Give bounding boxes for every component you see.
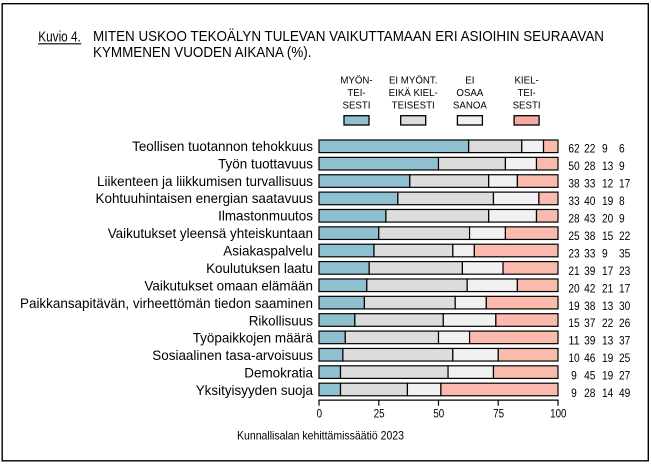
svg-text:49: 49 [619, 386, 630, 400]
svg-text:21: 21 [602, 281, 613, 295]
svg-text:46: 46 [584, 351, 595, 365]
svg-text:17: 17 [619, 281, 630, 295]
svg-text:9: 9 [619, 159, 625, 173]
svg-text:13: 13 [602, 299, 613, 313]
svg-text:MITEN USKOO TEKOÄLYN TULEVAN V: MITEN USKOO TEKOÄLYN TULEVAN VAIKUTTAMAA… [93, 28, 604, 45]
svg-text:22: 22 [619, 229, 630, 243]
svg-text:Teollisen tuotannon tehokkuus: Teollisen tuotannon tehokkuus [132, 139, 313, 154]
svg-text:19: 19 [602, 194, 613, 208]
svg-text:50: 50 [568, 159, 579, 173]
svg-text:Sosiaalinen tasa-arvoisuus: Sosiaalinen tasa-arvoisuus [152, 348, 313, 363]
svg-text:38: 38 [584, 299, 595, 313]
svg-text:Ilmastonmuutos: Ilmastonmuutos [218, 209, 313, 224]
svg-text:33: 33 [568, 194, 579, 208]
svg-text:Rikollisuus: Rikollisuus [249, 313, 313, 328]
svg-text:22: 22 [602, 316, 613, 330]
svg-text:25: 25 [568, 229, 579, 243]
svg-text:Kunnallisalan kehittämissäätiö: Kunnallisalan kehittämissäätiö 2023 [237, 429, 404, 443]
svg-text:KIEL-: KIEL- [514, 76, 538, 87]
svg-text:TEISESTI: TEISESTI [392, 100, 435, 111]
svg-text:10: 10 [568, 351, 579, 365]
svg-text:37: 37 [619, 334, 630, 348]
svg-text:6: 6 [619, 142, 625, 156]
svg-text:OSAA: OSAA [456, 88, 483, 99]
svg-text:27: 27 [619, 369, 630, 383]
svg-text:19: 19 [568, 299, 579, 313]
svg-text:12: 12 [602, 177, 613, 191]
svg-text:26: 26 [619, 316, 630, 330]
svg-text:28: 28 [584, 159, 595, 173]
svg-text:9: 9 [602, 246, 608, 260]
svg-text:19: 19 [602, 351, 613, 365]
svg-text:Työn tuottavuus: Työn tuottavuus [218, 156, 313, 171]
svg-text:62: 62 [568, 142, 579, 156]
svg-text:Kohtuuhintaisen energian saata: Kohtuuhintaisen energian saatavuus [96, 191, 314, 206]
svg-text:15: 15 [568, 316, 579, 330]
svg-text:13: 13 [602, 159, 613, 173]
svg-text:28: 28 [568, 212, 579, 226]
svg-text:EI: EI [465, 76, 474, 87]
svg-text:MYÖN-: MYÖN- [340, 75, 372, 87]
svg-text:Vaikutukset omaan elämään: Vaikutukset omaan elämään [144, 278, 313, 293]
svg-text:43: 43 [584, 212, 595, 226]
svg-text:75: 75 [493, 406, 504, 420]
svg-text:37: 37 [584, 316, 595, 330]
svg-text:9: 9 [619, 212, 625, 226]
svg-text:21: 21 [568, 264, 579, 278]
svg-text:15: 15 [602, 229, 613, 243]
svg-text:35: 35 [619, 246, 630, 260]
svg-text:Demokratia: Demokratia [244, 366, 313, 381]
svg-text:39: 39 [584, 334, 595, 348]
svg-text:50: 50 [433, 406, 444, 420]
svg-text:EI MYÖNT.: EI MYÖNT. [389, 75, 438, 87]
svg-text:9: 9 [571, 386, 577, 400]
svg-text:100: 100 [550, 406, 567, 420]
svg-text:EIKÄ KIEL-: EIKÄ KIEL- [389, 87, 438, 99]
svg-text:33: 33 [584, 246, 595, 260]
svg-text:Työpaikkojen määrä: Työpaikkojen määrä [193, 331, 314, 346]
svg-text:45: 45 [584, 369, 595, 383]
svg-text:Asiakaspalvelu: Asiakaspalvelu [223, 244, 313, 259]
svg-text:14: 14 [602, 386, 613, 400]
svg-text:38: 38 [568, 177, 579, 191]
svg-text:22: 22 [584, 142, 595, 156]
svg-text:9: 9 [602, 142, 608, 156]
svg-text:23: 23 [619, 264, 630, 278]
svg-text:SANOA: SANOA [453, 100, 487, 111]
svg-text:Liikenteen ja liikkumisen turv: Liikenteen ja liikkumisen turvallisuus [97, 174, 313, 189]
svg-text:13: 13 [602, 334, 613, 348]
svg-text:Paikkansapitävän, virheettömän: Paikkansapitävän, virheettömän tiedon sa… [20, 296, 313, 311]
svg-text:20: 20 [602, 212, 613, 226]
svg-text:39: 39 [584, 264, 595, 278]
svg-text:SESTI: SESTI [343, 100, 371, 111]
svg-text:TEI-: TEI- [517, 88, 535, 99]
svg-text:KYMMENEN VUODEN AIKANA (%).: KYMMENEN VUODEN AIKANA (%). [93, 45, 312, 61]
svg-text:Kuvio 4.: Kuvio 4. [38, 29, 81, 45]
svg-text:23: 23 [568, 246, 579, 260]
svg-text:8: 8 [619, 194, 625, 208]
svg-text:28: 28 [584, 386, 595, 400]
svg-text:SESTI: SESTI [513, 100, 541, 111]
svg-text:11: 11 [568, 334, 579, 348]
svg-text:42: 42 [584, 281, 595, 295]
svg-text:33: 33 [584, 177, 595, 191]
svg-text:Vaikutukset yleensä yhteiskunt: Vaikutukset yleensä yhteiskuntaan [108, 226, 313, 241]
svg-text:40: 40 [584, 194, 595, 208]
svg-text:20: 20 [568, 281, 579, 295]
svg-text:19: 19 [602, 369, 613, 383]
svg-text:Koulutuksen laatu: Koulutuksen laatu [206, 261, 313, 276]
svg-text:0: 0 [317, 406, 323, 420]
svg-text:Yksityisyyden suoja: Yksityisyyden suoja [196, 383, 314, 398]
svg-text:TEI-: TEI- [347, 88, 365, 99]
svg-text:25: 25 [619, 351, 630, 365]
svg-text:17: 17 [619, 177, 630, 191]
svg-text:25: 25 [374, 406, 385, 420]
svg-text:9: 9 [571, 369, 577, 383]
svg-text:38: 38 [584, 229, 595, 243]
svg-text:30: 30 [619, 299, 630, 313]
svg-text:17: 17 [602, 264, 613, 278]
